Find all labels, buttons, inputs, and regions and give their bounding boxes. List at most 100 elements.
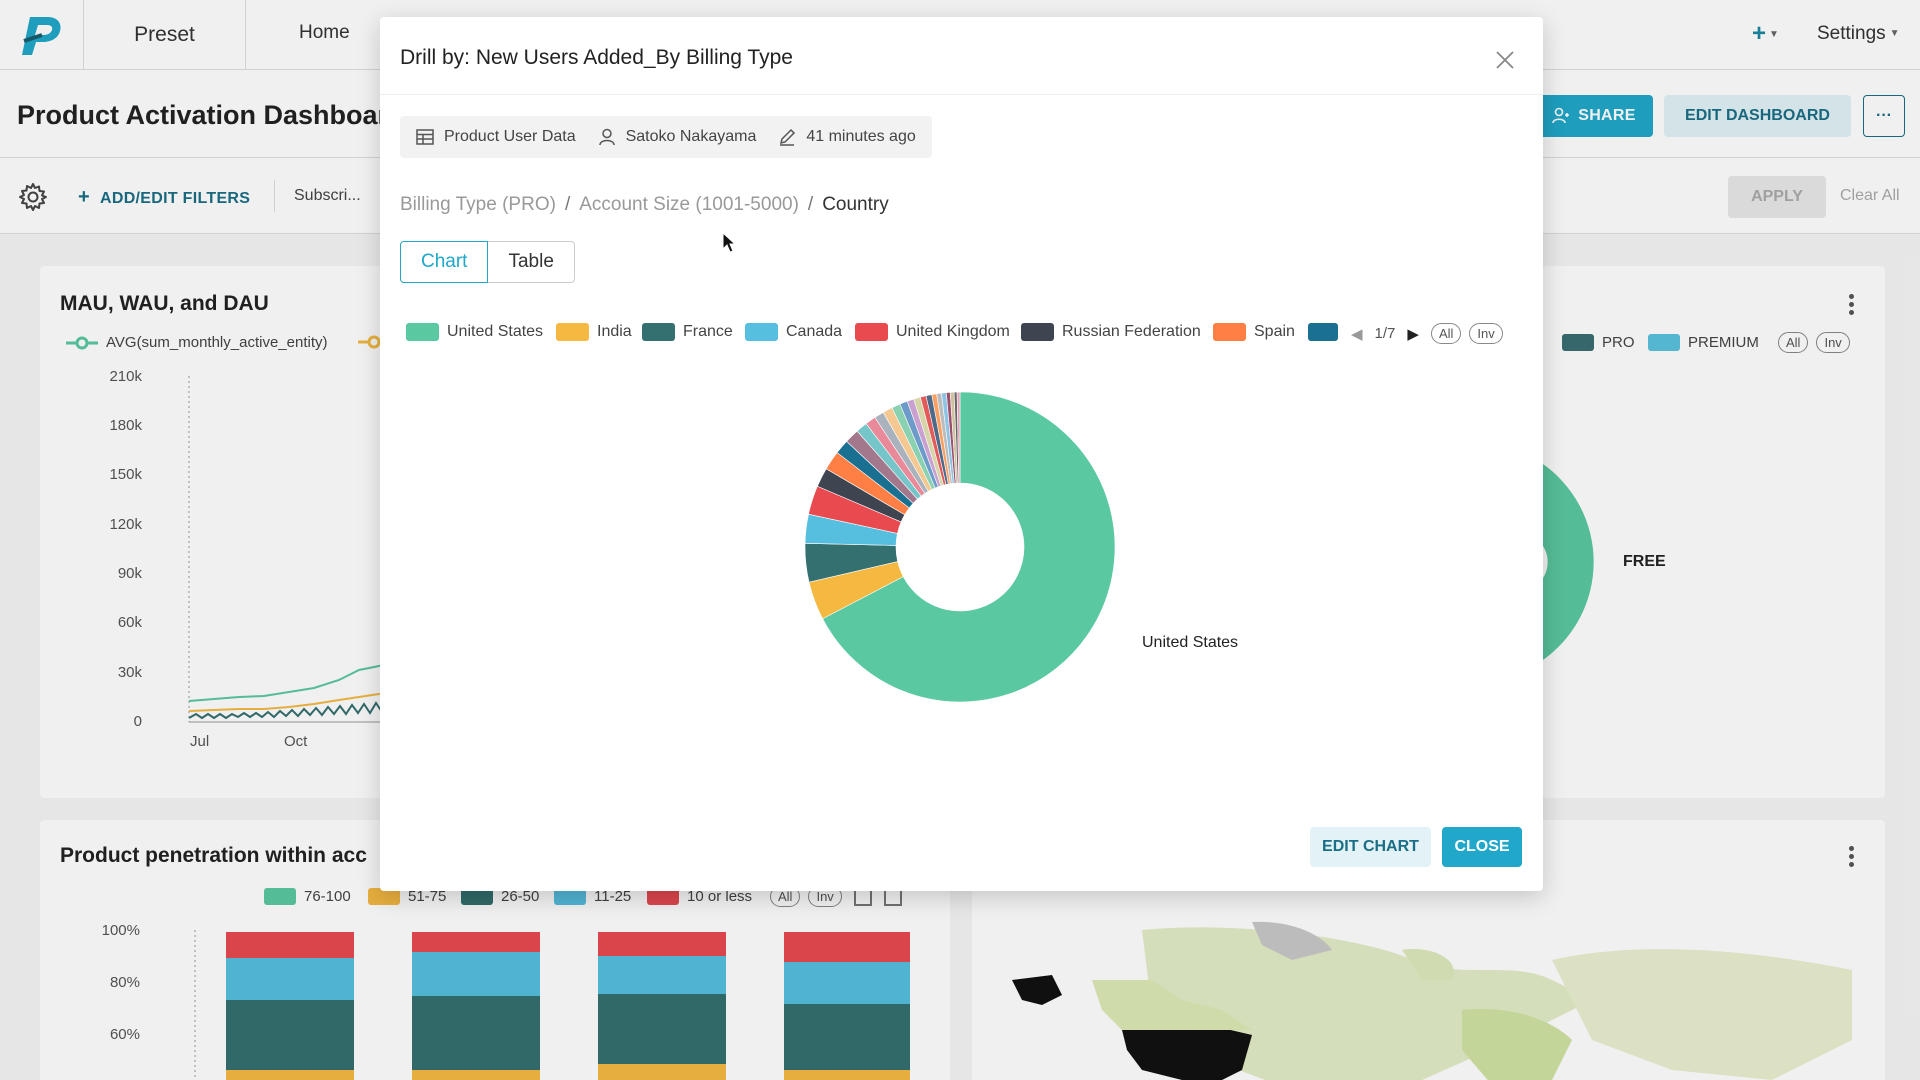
breadcrumb-current: Country: [822, 194, 889, 215]
legend-label: India: [597, 323, 632, 340]
share-user-icon: [1552, 107, 1570, 124]
dataset-info: Product User Data: [416, 128, 576, 146]
y-tick: 150k: [109, 466, 142, 483]
legend-item[interactable]: Canada: [745, 323, 842, 341]
share-button[interactable]: SHARE: [1535, 95, 1653, 137]
legend-prev-icon[interactable]: ◀: [1351, 325, 1363, 343]
caret-down-icon: ▼: [1769, 29, 1779, 41]
legend-item[interactable]: PREMIUM: [1648, 334, 1759, 351]
dataset-name: Product User Data: [444, 128, 576, 145]
legend-swatch: [745, 323, 778, 341]
legend-swatch: [1562, 334, 1594, 351]
kebab-menu-icon[interactable]: [1849, 846, 1855, 868]
legend-label: 26-50: [501, 888, 540, 905]
country-donut-chart: [804, 391, 1116, 703]
legend-item[interactable]: 76-100: [264, 888, 351, 905]
legend-label: AVG(sum_monthly_active_entity): [106, 334, 328, 351]
legend-label: France: [683, 323, 733, 340]
legend-pagination: ◀ 1/7 ▶ All Inv: [1351, 323, 1503, 344]
y-tick: 60k: [117, 614, 142, 631]
gear-icon[interactable]: [18, 182, 48, 212]
bar-group: [226, 932, 354, 1080]
edit-chart-button[interactable]: EDIT CHART: [1310, 827, 1431, 867]
add-filters-label: ADD/EDIT FILTERS: [99, 190, 251, 207]
edit-dashboard-button[interactable]: EDIT DASHBOARD: [1664, 95, 1851, 137]
legend-swatch: [264, 888, 296, 905]
settings-menu[interactable]: Settings ▼: [1817, 23, 1900, 45]
legend-item[interactable]: AVG(sum_monthly_active_entity): [66, 334, 327, 351]
legend-swatch: [556, 323, 589, 341]
modified-info: 41 minutes ago: [778, 128, 916, 146]
close-icon[interactable]: [1494, 49, 1516, 71]
apply-button[interactable]: APPLY: [1728, 176, 1826, 218]
legend-item[interactable]: France: [642, 323, 733, 341]
donut-slice[interactable]: [822, 391, 1116, 703]
stacked-bar-chart: [194, 930, 910, 1080]
preset-logo[interactable]: [0, 0, 84, 70]
plus-icon: +: [1752, 20, 1767, 47]
legend-label: Spain: [1254, 323, 1295, 340]
nav-home-link[interactable]: Home: [299, 22, 350, 43]
subscription-filter[interactable]: Subscri...: [294, 187, 361, 204]
legend-item[interactable]: 11-25: [554, 888, 631, 905]
legend-all-button[interactable]: All: [1430, 323, 1462, 344]
dashboard-title: Product Activation Dashboard: [17, 100, 405, 130]
legend-label: PREMIUM: [1688, 334, 1759, 351]
modal-title: Drill by: New Users Added_By Billing Typ…: [400, 46, 793, 69]
legend-swatch: [406, 323, 439, 341]
pencil-icon: [780, 128, 796, 146]
chart-metadata-bar: Product User Data Satoko Nakayama 41 min…: [400, 116, 932, 158]
clear-all-button[interactable]: Clear All: [1840, 187, 1900, 204]
tab-chart[interactable]: Chart: [400, 241, 489, 283]
more-actions-button[interactable]: ···: [1863, 95, 1905, 137]
donut-slice[interactable]: [956, 391, 961, 484]
y-tick: 100%: [101, 922, 140, 939]
legend-item[interactable]: PRO: [1562, 334, 1635, 351]
y-tick: 60%: [109, 1026, 140, 1043]
user-icon: [598, 128, 615, 146]
legend-label: Canada: [786, 323, 843, 340]
filter-divider: [274, 180, 275, 212]
legend-item[interactable]: United States: [406, 323, 543, 341]
y-tick: 180k: [109, 417, 142, 434]
settings-label: Settings: [1817, 23, 1886, 44]
owner-name: Satoko Nakayama: [625, 128, 757, 145]
add-new-menu[interactable]: + ▼: [1752, 20, 1779, 48]
modified-time: 41 minutes ago: [806, 128, 916, 145]
breadcrumb-separator: /: [807, 194, 814, 215]
legend-label: 51-75: [408, 888, 447, 905]
legend-item[interactable]: United Kingdom: [855, 323, 1010, 341]
breadcrumb-item[interactable]: Billing Type (PRO): [400, 194, 556, 215]
billing-pie-partial: [1540, 462, 1594, 662]
brand-name[interactable]: Preset: [84, 0, 246, 70]
world-map: [1012, 921, 1852, 1080]
legend-item[interactable]: Russian Federation: [1021, 323, 1201, 341]
drill-by-modal: Drill by: New Users Added_By Billing Typ…: [380, 17, 1543, 891]
drill-breadcrumb: Billing Type (PRO) / Account Size (1001-50…: [400, 194, 889, 216]
x-tick: Oct: [284, 733, 308, 750]
legend-item[interactable]: Spain: [1213, 323, 1295, 341]
legend-item[interactable]: 26-50: [461, 888, 539, 905]
y-tick: 30k: [117, 664, 142, 681]
legend-invert-button[interactable]: Inv: [1469, 323, 1503, 344]
legend-item[interactable]: 51-75: [368, 888, 446, 905]
modal-header: Drill by: New Users Added_By Billing Typ…: [380, 17, 1543, 95]
line-legend-icon: [66, 336, 98, 349]
legend-label: PRO: [1602, 334, 1635, 351]
plus-icon: +: [78, 186, 90, 208]
legend-invert-button[interactable]: Inv: [1816, 332, 1850, 353]
kebab-menu-icon[interactable]: [1849, 294, 1855, 316]
add-edit-filters-button[interactable]: + ADD/EDIT FILTERS: [78, 186, 250, 209]
legend-item[interactable]: [1308, 323, 1346, 341]
legend-swatch: [1021, 323, 1054, 341]
legend-item[interactable]: 10 or less: [647, 888, 752, 905]
legend-next-icon[interactable]: ▶: [1407, 325, 1419, 343]
legend-swatch: [554, 888, 586, 905]
breadcrumb-item[interactable]: Account Size (1001-5000): [579, 194, 799, 215]
tab-table[interactable]: Table: [488, 241, 575, 283]
close-button[interactable]: CLOSE: [1442, 827, 1522, 867]
legend-controls: All Inv: [1770, 332, 1850, 353]
legend-swatch: [855, 323, 888, 341]
legend-all-button[interactable]: All: [1778, 332, 1809, 353]
legend-item[interactable]: India: [556, 323, 632, 341]
